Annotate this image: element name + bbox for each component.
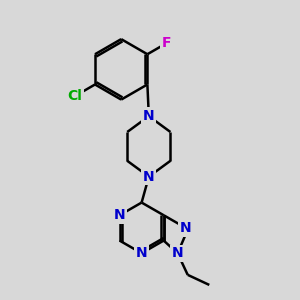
Text: N: N — [136, 246, 147, 260]
Text: Cl: Cl — [67, 89, 82, 103]
Text: N: N — [114, 208, 125, 222]
Text: N: N — [143, 169, 154, 184]
Text: N: N — [180, 221, 191, 235]
Text: N: N — [172, 246, 183, 260]
Text: N: N — [143, 109, 154, 123]
Text: F: F — [162, 36, 172, 50]
